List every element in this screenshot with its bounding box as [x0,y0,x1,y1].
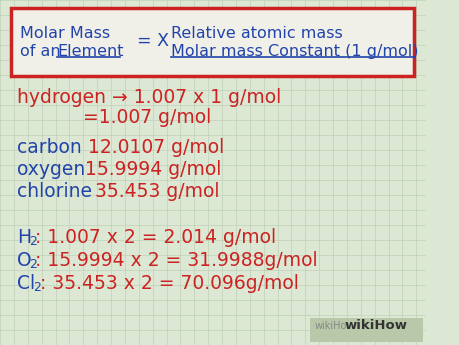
Text: 2: 2 [28,235,36,248]
Text: 2: 2 [28,258,36,271]
Text: : 35.453 x 2 = 70.096g/mol: : 35.453 x 2 = 70.096g/mol [39,274,298,293]
Text: O: O [17,251,31,270]
Text: = X: = X [137,32,168,50]
Text: chlorine: chlorine [17,182,97,201]
Text: 35.453 g/mol: 35.453 g/mol [95,182,219,201]
Text: Relative atomic mass: Relative atomic mass [171,26,342,41]
Text: Cl: Cl [17,274,35,293]
Text: : 1.007 x 2 = 2.014 g/mol: : 1.007 x 2 = 2.014 g/mol [35,228,276,247]
Text: wikiHo: wikiHo [314,321,346,331]
Text: =1.007 g/mol: =1.007 g/mol [17,108,210,127]
FancyBboxPatch shape [309,318,422,342]
Text: : 15.9994 x 2 = 31.9988g/mol: : 15.9994 x 2 = 31.9988g/mol [35,251,317,270]
Text: oxygen: oxygen [17,160,91,179]
Text: Element: Element [57,44,123,59]
Text: wikiHow: wikiHow [343,319,406,332]
Text: 12.0107 g/mol: 12.0107 g/mol [88,138,224,157]
Text: H: H [17,228,31,247]
Text: 15.9994 g/mol: 15.9994 g/mol [85,160,221,179]
Text: Molar Mass: Molar Mass [20,26,110,41]
Text: Molar mass Constant (1 g/mol): Molar mass Constant (1 g/mol) [171,44,418,59]
Text: hydrogen → 1.007 x 1 g/mol: hydrogen → 1.007 x 1 g/mol [17,88,280,107]
Text: of an: of an [20,44,66,59]
Text: 2: 2 [33,281,41,294]
FancyBboxPatch shape [11,8,413,76]
Text: carbon: carbon [17,138,87,157]
